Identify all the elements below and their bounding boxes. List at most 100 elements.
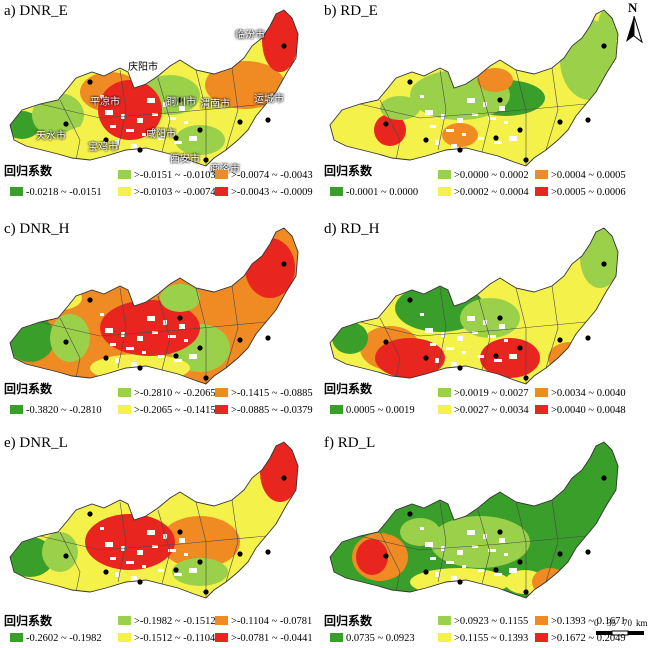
no-data-patch	[472, 331, 478, 334]
legend-item: >-0.1512 ~ -0.1104	[118, 633, 215, 645]
north-label: N	[628, 0, 638, 15]
city-point	[63, 121, 69, 127]
legend-label: >0.0019 ~ 0.0027	[454, 388, 529, 399]
legend-swatch	[118, 405, 131, 414]
no-data-patch	[467, 98, 475, 103]
coefficient-zone	[442, 123, 478, 147]
no-data-patch	[504, 553, 508, 556]
no-data-patch	[435, 140, 439, 145]
legend-label: >0.0027 ~ 0.0034	[454, 405, 529, 416]
choropleth-map-c	[9, 227, 299, 385]
city-point	[493, 567, 499, 573]
legend-swatch	[438, 405, 451, 414]
city-point	[137, 579, 143, 585]
city-point	[197, 559, 203, 565]
legend-item: >-0.1982 ~ -0.1512	[118, 616, 216, 628]
city-point	[523, 589, 529, 595]
legend-swatch	[118, 388, 131, 397]
legend-swatch	[215, 405, 228, 414]
legend-swatch	[330, 187, 343, 196]
city-point	[457, 147, 463, 153]
no-data-patch	[504, 339, 508, 342]
county-boundary	[379, 99, 401, 161]
no-data-patch	[168, 549, 176, 552]
no-data-patch	[420, 95, 424, 98]
legend-label: >-0.1104 ~ -0.0781	[231, 616, 313, 627]
county-boundary	[225, 67, 239, 151]
legend: 回归系数 0.0005 ~ 0.0019 >0.0019 ~ 0.0027 >0.00…	[320, 378, 640, 428]
legend-swatch	[535, 388, 548, 397]
panel-title: e) DNR_L	[4, 435, 68, 451]
city-point	[493, 135, 499, 141]
legend-title: 回归系数	[324, 164, 373, 178]
legend-item: >-0.2065 ~ -0.1415	[118, 405, 216, 417]
legend-item: >0.0000 ~ 0.0002	[438, 170, 529, 182]
no-data-patch	[174, 141, 182, 144]
legend-item: -0.2602 ~ -0.1982	[10, 633, 102, 645]
legend-swatch	[118, 633, 131, 642]
city-point	[557, 551, 563, 557]
no-data-patch	[105, 328, 113, 333]
county-boundary	[59, 317, 81, 379]
legend-label: >0.0000 ~ 0.0002	[454, 170, 529, 181]
legend-swatch	[10, 187, 23, 196]
legend-item: >0.0923 ~ 0.1155	[438, 616, 528, 628]
city-point	[407, 297, 413, 303]
no-data-patch	[179, 324, 185, 329]
no-data-patch	[184, 553, 188, 556]
city-point	[457, 365, 463, 371]
legend-swatch	[330, 633, 343, 642]
city-point	[137, 365, 143, 371]
city-point	[523, 375, 529, 381]
panel-title: d) RD_H	[324, 221, 380, 237]
city-point	[557, 119, 563, 125]
coefficient-zone	[332, 322, 368, 354]
coefficient-zone	[175, 125, 225, 155]
city-label: 平凉市	[90, 97, 120, 108]
coefficient-zone	[160, 284, 200, 312]
legend-item: >0.1672 ~ 0.2049	[535, 633, 626, 645]
no-data-patch	[472, 545, 478, 548]
no-data-patch	[446, 561, 454, 564]
legend-label: >-0.0885 ~ -0.0379	[231, 405, 313, 416]
no-data-patch	[462, 133, 466, 136]
county-boundary	[59, 531, 81, 593]
city-point	[383, 553, 389, 559]
legend-swatch	[10, 633, 23, 642]
city-point	[265, 549, 271, 555]
no-data-patch	[446, 347, 454, 350]
city-label: 庆阳市	[128, 62, 158, 73]
no-data-patch	[137, 118, 143, 123]
legend-label: >-0.0781 ~ -0.0441	[231, 633, 313, 644]
legend-item: >-0.0151 ~ -0.0103	[118, 170, 216, 182]
legend-label: 0.0005 ~ 0.0019	[346, 405, 415, 416]
no-data-patch	[179, 538, 185, 543]
coefficient-zone	[380, 96, 420, 120]
county-boundary	[117, 69, 127, 151]
legend-title: 回归系数	[324, 614, 373, 628]
county-boundary	[39, 535, 267, 551]
county-boundary	[515, 69, 527, 166]
no-data-patch	[430, 343, 436, 346]
study-area-outline	[9, 9, 299, 167]
no-data-patch	[100, 313, 104, 316]
coefficient-zone	[100, 300, 200, 356]
choropleth-map-d	[329, 227, 619, 385]
city-point	[601, 475, 607, 481]
city-label: 商洛市	[210, 160, 240, 175]
city-point	[265, 335, 271, 341]
study-area-outline	[329, 227, 619, 385]
county-boundary	[157, 77, 171, 153]
legend-title: 回归系数	[4, 614, 53, 628]
legend-item: >-0.1415 ~ -0.0885	[215, 388, 313, 400]
city-point	[457, 579, 463, 585]
legend-swatch	[215, 616, 228, 625]
city-point	[197, 127, 203, 133]
no-data-patch	[152, 113, 158, 116]
scale-bar: 0 35 70 km	[592, 618, 650, 644]
legend-title: 回归系数	[324, 382, 373, 396]
legend-swatch	[535, 187, 548, 196]
city-point	[517, 127, 523, 133]
legend-label: >-0.0151 ~ -0.0103	[134, 170, 216, 181]
legend: 回归系数 0.0735 ~ 0.0923 >0.0923 ~ 0.1155 >0.11…	[320, 592, 640, 645]
